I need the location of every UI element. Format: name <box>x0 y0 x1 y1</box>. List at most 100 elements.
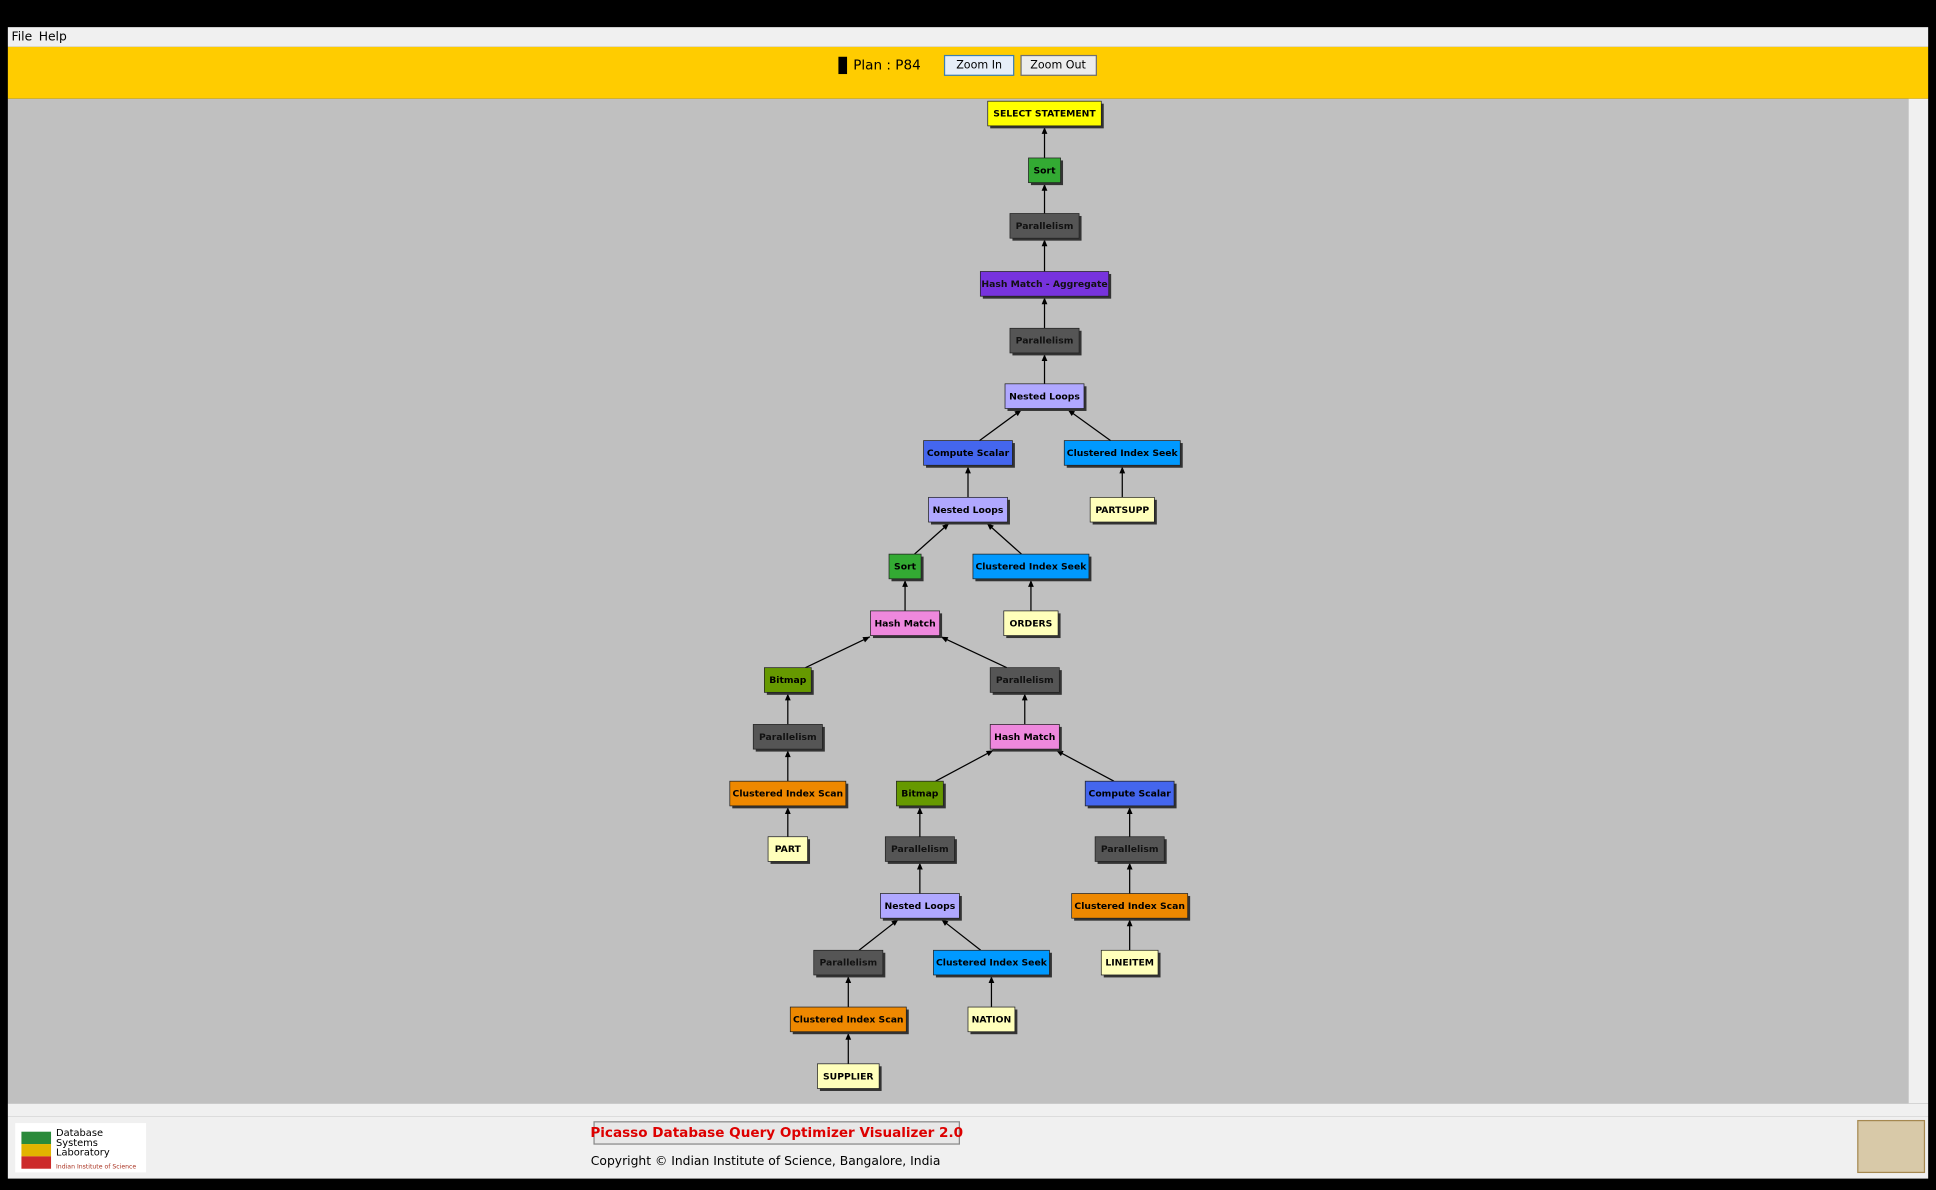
menu-item[interactable]: Help <box>39 30 67 44</box>
arrowhead <box>1041 183 1048 191</box>
node-label: Hash Match <box>994 732 1055 743</box>
plan-node <box>979 271 1110 297</box>
arrowhead <box>916 862 923 870</box>
arrowhead <box>1126 919 1133 927</box>
node-label: Clustered Index Scan <box>733 789 844 800</box>
node-label: Sort <box>1034 165 1057 176</box>
plan-node <box>1009 327 1080 354</box>
footer <box>7 1116 1929 1179</box>
logo-text: Laboratory <box>56 1148 110 1159</box>
arrowhead <box>1041 239 1048 247</box>
arrowhead <box>1041 354 1048 362</box>
plan-node <box>989 724 1060 750</box>
plan-node <box>1028 157 1061 184</box>
arrowhead <box>784 750 791 758</box>
arrowhead <box>845 976 852 984</box>
zoom-out-button[interactable] <box>1020 54 1097 76</box>
menu-item[interactable]: File <box>12 30 33 44</box>
node-label: Hash Match <box>874 618 935 629</box>
node-label: Bitmap <box>769 675 807 686</box>
iisc-logo <box>1857 1119 1926 1174</box>
plan-node <box>928 496 1008 523</box>
edge <box>858 918 899 951</box>
edge <box>940 636 1008 669</box>
arrowhead <box>1014 409 1022 417</box>
edge <box>1055 749 1115 782</box>
arrowhead <box>845 1032 852 1040</box>
edge <box>935 749 994 782</box>
zoom-in-button[interactable] <box>943 54 1015 76</box>
plan-node <box>1089 496 1155 523</box>
arrowhead <box>1028 580 1034 587</box>
node-label: Parallelism <box>996 675 1054 686</box>
node-label: Parallelism <box>1101 844 1159 855</box>
plan-node <box>880 893 960 919</box>
plan-node <box>817 1063 880 1089</box>
horizontal-scrollbar[interactable] <box>7 1103 1929 1117</box>
plan-tree: SELECT STATEMENT Sort Parallelism Hash Matc… <box>729 100 1191 1091</box>
arrowhead <box>1067 409 1076 417</box>
node-label: Parallelism <box>1016 221 1074 232</box>
node-label: Sort <box>894 562 917 573</box>
node-label: SUPPLIER <box>823 1071 874 1082</box>
plan-node <box>967 1006 1016 1033</box>
edge <box>805 636 871 669</box>
node-label: Hash Match - Aggregate <box>981 279 1107 290</box>
plan-node <box>972 553 1090 580</box>
node-label: PARTSUPP <box>1095 505 1149 516</box>
arrowhead <box>1126 862 1133 870</box>
plan-node <box>1004 383 1085 409</box>
node-label: SELECT STATEMENT <box>993 109 1096 120</box>
title-box <box>593 1121 960 1145</box>
logo-block <box>21 1144 52 1157</box>
node-label: ORDERS <box>1010 618 1053 629</box>
node-label: Clustered Index Scan <box>1074 901 1185 912</box>
edge <box>940 918 982 951</box>
zoom-in-label[interactable]: Zoom In <box>956 58 1002 71</box>
edge <box>979 409 1022 442</box>
plan-node <box>789 1006 907 1033</box>
vertical-scrollbar[interactable] <box>1908 98 1929 1104</box>
plan-node <box>763 667 812 693</box>
arrowhead <box>985 750 994 757</box>
plan-node <box>729 780 847 807</box>
arrowhead <box>940 636 949 643</box>
arrowhead <box>891 919 899 926</box>
plan-node <box>752 724 823 750</box>
node-label: Nested Loops <box>1009 391 1080 402</box>
arrowhead <box>916 807 923 814</box>
menubar <box>7 27 1929 47</box>
edge <box>914 522 950 555</box>
node-label: Parallelism <box>759 732 817 743</box>
arrowhead <box>1021 693 1028 701</box>
arrowhead <box>902 580 908 587</box>
node-label: Parallelism <box>891 844 949 855</box>
plan-node <box>989 667 1060 693</box>
arrowhead <box>988 976 995 984</box>
node-label: Bitmap <box>901 789 939 800</box>
arrowhead <box>1041 297 1048 305</box>
plan-node <box>896 780 944 807</box>
arrowhead <box>1056 750 1064 757</box>
edge <box>1067 409 1111 442</box>
arrowhead <box>986 523 994 530</box>
plan-node <box>1063 440 1181 466</box>
plan-swatch <box>838 56 848 75</box>
plan-node <box>933 949 1050 976</box>
plan-node <box>1084 780 1175 807</box>
logo-text: Systems <box>56 1138 98 1149</box>
plan-node <box>1003 610 1059 636</box>
node-label: Compute Scalar <box>1089 789 1172 800</box>
node-label: NATION <box>972 1015 1012 1026</box>
logo-block <box>21 1156 52 1169</box>
app-title: Picasso Database Query Optimizer Visuali… <box>590 1125 963 1141</box>
zoom-out-label[interactable]: Zoom Out <box>1030 58 1086 71</box>
plan-node <box>870 610 940 636</box>
plan-node <box>923 440 1013 466</box>
node-label: Clustered Index Seek <box>936 958 1048 969</box>
plan-node <box>813 949 884 976</box>
arrowhead <box>1126 807 1133 814</box>
node-label: Nested Loops <box>933 505 1004 516</box>
arrowhead <box>862 636 870 643</box>
